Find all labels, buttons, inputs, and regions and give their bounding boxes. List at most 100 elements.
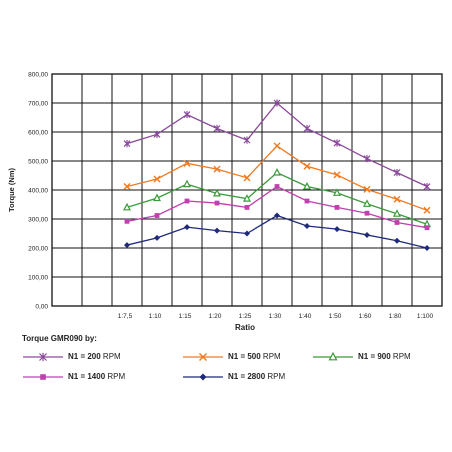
data-point xyxy=(334,226,340,233)
y-tick-labels: 0,00 100,00 200,00 300,00 400,00 500,00 600,00… xyxy=(28,72,48,311)
data-point xyxy=(273,168,281,176)
data-point xyxy=(124,218,130,224)
data-point xyxy=(184,224,190,231)
series-n1-1400 xyxy=(124,184,430,231)
y-tick-label: 800,00 xyxy=(28,72,48,79)
data-point xyxy=(214,227,220,234)
x-tick-label: 1:15 xyxy=(179,313,192,320)
data-point xyxy=(153,193,161,202)
data-point xyxy=(393,169,401,177)
legend-series-name: N1 = 1400 xyxy=(68,372,106,382)
data-point xyxy=(123,202,131,211)
data-point xyxy=(154,213,160,218)
legend-item: N1 = 500 RPM xyxy=(182,352,281,362)
series-n1-500 xyxy=(123,142,431,214)
data-point xyxy=(213,188,221,197)
data-point xyxy=(273,99,281,107)
y-tick-label: 600,00 xyxy=(28,130,48,137)
data-point xyxy=(184,198,190,204)
legend-item: N1 = 200 RPM xyxy=(22,352,121,362)
data-point xyxy=(303,124,311,133)
y-tick-label: 700,00 xyxy=(28,101,48,108)
data-point xyxy=(334,205,340,210)
data-point xyxy=(243,174,251,182)
legend-symbol xyxy=(23,374,63,380)
data-point xyxy=(183,179,191,188)
data-point xyxy=(423,182,431,191)
legend-unit: RPM xyxy=(100,352,121,362)
data-point xyxy=(424,225,430,231)
x-tick-label: 1:20 xyxy=(209,313,222,320)
legend-symbol xyxy=(313,352,353,361)
legend-symbol xyxy=(23,352,63,362)
data-point xyxy=(153,175,161,183)
series-n1-900 xyxy=(123,168,431,228)
data-point xyxy=(394,220,400,225)
data-point xyxy=(304,198,310,204)
data-point xyxy=(243,194,251,202)
data-point xyxy=(154,234,160,241)
legend-series-name: N1 = 900 xyxy=(358,352,391,362)
data-point xyxy=(364,210,370,216)
legend-series-name: N1 = 2800 xyxy=(228,372,266,382)
data-point xyxy=(333,171,341,179)
data-point xyxy=(393,195,401,203)
y-tick-label: 0,00 xyxy=(35,304,48,311)
data-point xyxy=(123,140,131,148)
series-n1-200 xyxy=(123,99,431,191)
legend-series-name: N1 = 200 xyxy=(68,352,101,362)
data-point xyxy=(243,136,251,144)
data-point xyxy=(244,230,250,237)
x-tick-label: 1:30 xyxy=(269,313,282,320)
y-tick-label: 400,00 xyxy=(28,188,48,195)
data-point xyxy=(363,155,371,163)
x-tick-label: 1:100 xyxy=(417,313,434,320)
data-point xyxy=(274,184,280,189)
data-point xyxy=(363,199,371,207)
y-tick-label: 500,00 xyxy=(28,159,48,166)
data-point xyxy=(124,242,130,249)
data-point xyxy=(333,188,341,196)
data-point xyxy=(183,159,191,167)
x-axis-label: Ratio xyxy=(235,323,255,332)
x-tick-label: 1:7,5 xyxy=(118,313,133,320)
legend-unit: RPM xyxy=(390,352,411,362)
legend-unit: RPM xyxy=(105,372,126,382)
data-point xyxy=(363,185,371,193)
x-tick-labels: 1:7,5 1:10 1:15 1:20 1:25 1:30 1:40 1:50 1:60 1:8… xyxy=(118,313,434,320)
data-point xyxy=(303,181,311,190)
y-tick-label: 300,00 xyxy=(28,217,48,224)
data-point xyxy=(274,212,280,219)
x-tick-label: 1:40 xyxy=(299,313,312,320)
legend-unit: RPM xyxy=(260,352,281,362)
chart-grid xyxy=(51,73,443,307)
data-point xyxy=(333,139,341,147)
legend-title: Torque GMR090 by: xyxy=(22,334,97,343)
legend-item: N1 = 900 RPM xyxy=(312,352,411,362)
series-n1-2800 xyxy=(124,212,430,251)
y-tick-label: 100,00 xyxy=(28,275,48,282)
data-point xyxy=(213,165,221,173)
data-point xyxy=(423,206,431,214)
data-point xyxy=(153,130,161,138)
data-point xyxy=(123,183,131,191)
x-tick-label: 1:80 xyxy=(389,313,402,320)
data-point xyxy=(213,124,221,133)
data-point xyxy=(303,162,311,170)
legend-symbol xyxy=(183,373,223,381)
x-tick-label: 1:60 xyxy=(359,313,372,320)
data-point xyxy=(394,237,400,244)
data-point xyxy=(244,205,250,210)
data-point xyxy=(273,142,281,150)
x-tick-label: 1:50 xyxy=(329,313,342,320)
y-tick-label: 200,00 xyxy=(28,246,48,253)
data-point xyxy=(183,111,191,119)
x-tick-label: 1:10 xyxy=(149,313,162,320)
y-axis-label: Torque (Nm) xyxy=(7,167,16,212)
data-point xyxy=(393,209,401,217)
legend-series-name: N1 = 500 xyxy=(228,352,261,362)
data-point xyxy=(304,222,310,229)
data-point xyxy=(214,200,220,206)
legend-item: N1 = 2800 RPM xyxy=(182,372,285,382)
